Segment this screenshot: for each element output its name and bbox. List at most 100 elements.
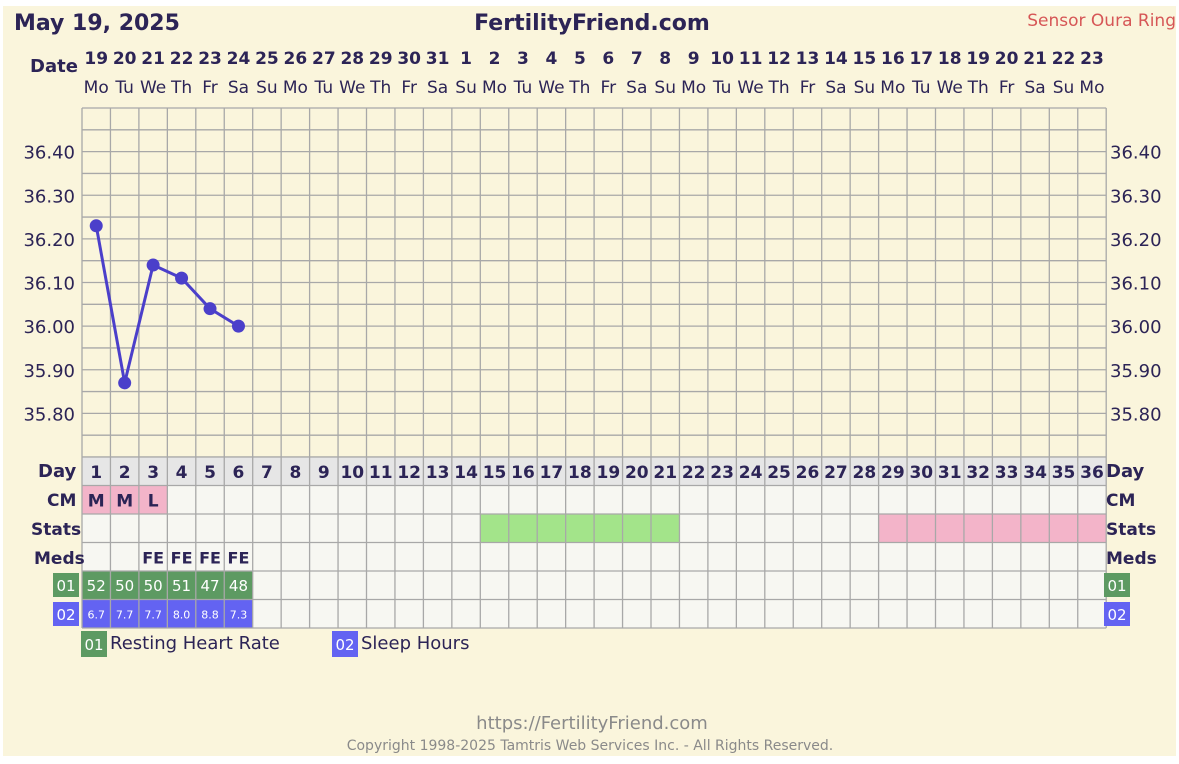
extra-row-1-badge-left: 01 <box>53 573 79 597</box>
day-number: 4 <box>176 463 188 483</box>
weekday-label: Mo <box>482 78 507 98</box>
cm-cell <box>110 485 139 514</box>
extra-row-value: 50 <box>144 577 163 595</box>
date-label: 19 <box>966 49 990 69</box>
extra-row-value: 8.8 <box>201 609 219 622</box>
date-label: 27 <box>312 49 336 69</box>
day-row-label-right: Day <box>1106 461 1145 482</box>
extra-row-cell <box>195 599 225 628</box>
date-header: 19Mo20Tu21We22Th23Fr24Sa25Su26Mo27Tu28We… <box>84 49 1105 98</box>
weekday-label: We <box>339 78 365 98</box>
weekday-label: Sa <box>1024 78 1045 98</box>
y-tick-label: 36.10 <box>1110 274 1162 295</box>
day-number: 29 <box>881 463 905 483</box>
day-number: 14 <box>454 463 478 483</box>
meds-value: FE <box>199 549 221 568</box>
sensor-label: Sensor Oura Ring <box>1027 11 1176 31</box>
weekday-label: Sa <box>427 78 448 98</box>
date-label: 8 <box>659 49 671 69</box>
weekday-label: Su <box>256 78 278 98</box>
chart-date: May 19, 2025 <box>14 11 180 36</box>
extra-row-value: 8.0 <box>173 609 191 622</box>
extra-row-cell <box>167 599 196 628</box>
date-label: 12 <box>767 49 791 69</box>
day-number: 19 <box>596 463 620 483</box>
day-number: 30 <box>909 463 933 483</box>
temperature-point[interactable] <box>175 271 189 285</box>
site-title[interactable]: FertilityFriend.com <box>474 11 710 36</box>
extra-row-cell <box>110 599 139 628</box>
date-label: 5 <box>574 49 586 69</box>
day-number: 28 <box>853 463 877 483</box>
weekday-label: Sa <box>825 78 846 98</box>
weekday-label: Sa <box>228 78 249 98</box>
date-label: 23 <box>198 49 222 69</box>
date-label: 22 <box>170 49 194 69</box>
weekday-label: We <box>538 78 564 98</box>
legend-swatch-01 <box>81 631 107 657</box>
y-tick-label: 35.80 <box>1110 404 1162 425</box>
extra-row-value: 7.7 <box>116 609 134 622</box>
temperature-point[interactable] <box>89 219 103 233</box>
extra-row-cell <box>138 599 168 628</box>
y-tick-label: 36.30 <box>1110 186 1162 207</box>
date-label: 18 <box>938 49 962 69</box>
temperature-series <box>89 219 245 390</box>
date-label: 21 <box>1023 49 1047 69</box>
day-number: 17 <box>540 463 564 483</box>
weekday-label: Tu <box>513 78 533 98</box>
temperature-point[interactable] <box>118 376 132 390</box>
day-number: 7 <box>261 463 273 483</box>
date-label: 7 <box>631 49 643 69</box>
date-label: 19 <box>84 49 108 69</box>
date-label: 6 <box>602 49 614 69</box>
temperature-grid <box>81 107 1107 458</box>
stats-green-range <box>480 514 680 543</box>
y-tick-label: 36.00 <box>1110 317 1162 338</box>
weekday-label: Mo <box>1079 78 1104 98</box>
day-number: 33 <box>995 463 1019 483</box>
legend-label-02: Sleep Hours <box>361 633 469 654</box>
y-axis-labels: 36.40 36.40 36.30 36.30 36.20 36.20 36.10 36.10… <box>23 143 1161 426</box>
day-number: 5 <box>204 463 216 483</box>
extra-row-cell <box>224 571 253 600</box>
weekday-label: We <box>937 78 963 98</box>
date-label: 26 <box>284 49 308 69</box>
temperature-point[interactable] <box>231 319 245 333</box>
day-number: 34 <box>1023 463 1047 483</box>
date-label: 30 <box>397 49 421 69</box>
extra-row-1-badge-right: 01 <box>1104 573 1130 597</box>
date-label: 20 <box>995 49 1019 69</box>
footer-url[interactable]: https://FertilityFriend.com <box>476 713 708 734</box>
extra-row-cell <box>82 571 111 600</box>
extra-row-cell <box>224 599 253 628</box>
y-tick-label: 36.40 <box>1110 143 1162 164</box>
y-tick-label: 36.30 <box>23 186 75 207</box>
weekday-label: Su <box>455 78 477 98</box>
y-tick-label: 36.00 <box>23 317 75 338</box>
date-label: 22 <box>1052 49 1076 69</box>
day-number: 12 <box>397 463 421 483</box>
day-number: 31 <box>938 463 962 483</box>
date-label: 9 <box>688 49 700 69</box>
day-number: 20 <box>625 463 649 483</box>
extra-row-value: 48 <box>229 577 248 595</box>
cm-row-label-left: CM <box>47 491 76 511</box>
day-number: 35 <box>1052 463 1076 483</box>
extra-row-cell <box>138 571 168 600</box>
cm-cell <box>82 485 111 514</box>
day-number: 22 <box>682 463 706 483</box>
y-tick-label: 35.80 <box>23 404 75 425</box>
temperature-point[interactable] <box>146 258 160 272</box>
date-label: 17 <box>909 49 933 69</box>
chart-background <box>3 6 1176 756</box>
date-label: 14 <box>824 49 848 69</box>
weekday-label: Th <box>767 78 789 98</box>
weekday-label: Tu <box>114 78 134 98</box>
day-number: 9 <box>318 463 330 483</box>
svg-text:02: 02 <box>56 606 75 624</box>
extra-row-cell <box>82 599 111 628</box>
temperature-point[interactable] <box>203 302 217 316</box>
